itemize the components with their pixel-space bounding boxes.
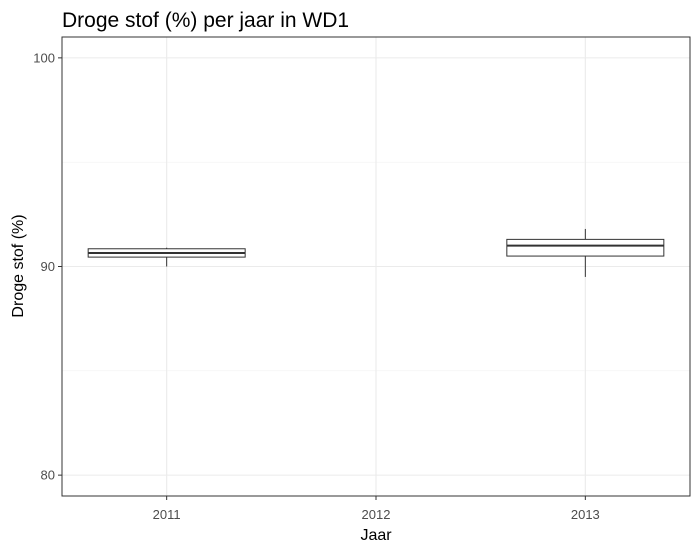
box-2013 (506, 228, 665, 277)
box-2011 (87, 247, 246, 267)
x-axis-title: Jaar (360, 527, 392, 544)
axis-ticks: 80 90 100 2011 2012 2013 (33, 50, 599, 522)
y-axis-title: Droge stof (%) (10, 214, 27, 317)
chart-title: Droge stof (%) per jaar in WD1 (62, 9, 349, 32)
x-tick-label: 2013 (571, 507, 600, 522)
y-tick-label: 80 (41, 468, 55, 483)
y-tick-label: 90 (41, 259, 55, 274)
x-tick-label: 2011 (153, 507, 181, 522)
y-tick-label: 100 (33, 50, 55, 65)
box-body (506, 238, 665, 257)
boxes (87, 228, 665, 277)
x-tick-label: 2012 (362, 507, 391, 522)
grid (62, 37, 690, 496)
